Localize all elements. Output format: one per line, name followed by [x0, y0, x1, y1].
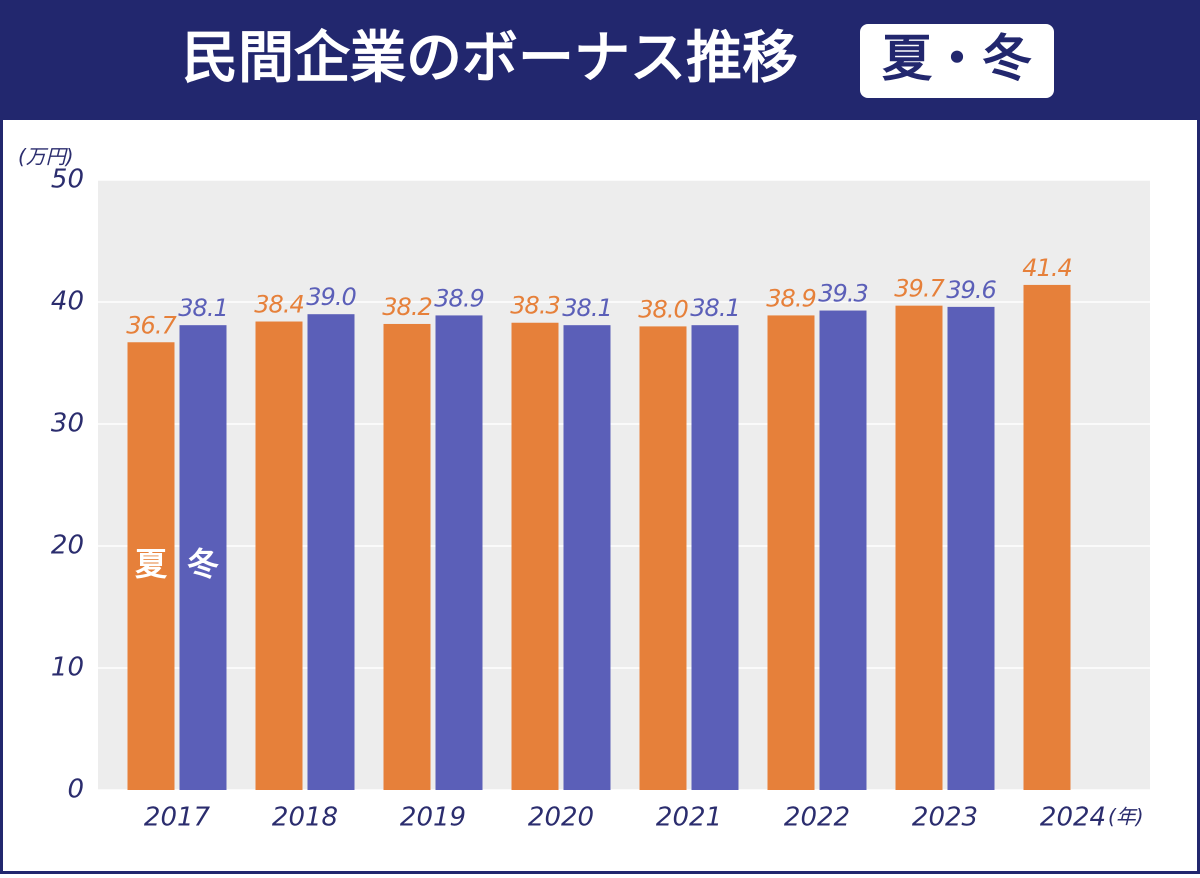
bar: [435, 315, 483, 790]
x-tick-label: 2017: [144, 803, 211, 833]
bar: [179, 325, 227, 790]
value-label: 39.0: [306, 283, 356, 311]
value-label: 38.2: [382, 293, 431, 321]
y-tick-label: 30: [51, 409, 84, 439]
bar: [767, 315, 815, 790]
chart-title: 民間企業のボーナス推移: [182, 26, 798, 91]
y-tick-label: 0: [67, 775, 84, 805]
value-label: 38.1: [562, 294, 611, 322]
badge-box: [860, 24, 1054, 98]
bar: [947, 306, 995, 790]
bar: [691, 325, 739, 790]
bar: [383, 323, 431, 790]
x-tick-label: 2023: [912, 803, 978, 833]
x-tick-label: 2018: [272, 803, 338, 833]
value-label: 36.7: [126, 311, 177, 339]
y-tick-label: 50: [51, 165, 84, 195]
value-label: 41.4: [1022, 254, 1071, 282]
value-label: 39.7: [894, 275, 945, 303]
x-tick-label: 2021: [656, 803, 722, 833]
bar: [563, 325, 611, 790]
bar: [639, 326, 687, 790]
bar: [511, 322, 559, 790]
legend-label: 夏: [135, 545, 168, 583]
x-tick-label: 2024: [1040, 803, 1106, 833]
bar: [1023, 284, 1071, 790]
y-unit: (万円): [18, 145, 74, 169]
x-unit: (年): [1108, 805, 1144, 829]
bar: [127, 342, 175, 790]
value-label: 39.3: [818, 280, 867, 308]
x-tick-label: 2022: [784, 803, 850, 833]
bar: [895, 305, 943, 790]
y-tick-label: 10: [51, 653, 84, 683]
badge: 夏・冬: [882, 30, 1032, 88]
value-label: 39.6: [946, 276, 996, 304]
value-label: 38.0: [638, 295, 688, 323]
value-label: 38.9: [766, 284, 815, 312]
bar: [307, 314, 355, 790]
y-tick-label: 20: [51, 531, 84, 561]
value-label: 38.3: [510, 292, 559, 320]
bar: [819, 310, 867, 790]
x-tick-label: 2019: [400, 803, 466, 833]
value-label: 38.1: [178, 294, 227, 322]
value-label: 38.4: [254, 291, 303, 319]
value-label: 38.1: [690, 294, 739, 322]
y-tick-label: 40: [51, 287, 84, 317]
value-label: 38.9: [434, 284, 483, 312]
legend-label: 冬: [187, 545, 219, 583]
bar: [255, 321, 303, 790]
x-tick-label: 2020: [528, 803, 594, 833]
